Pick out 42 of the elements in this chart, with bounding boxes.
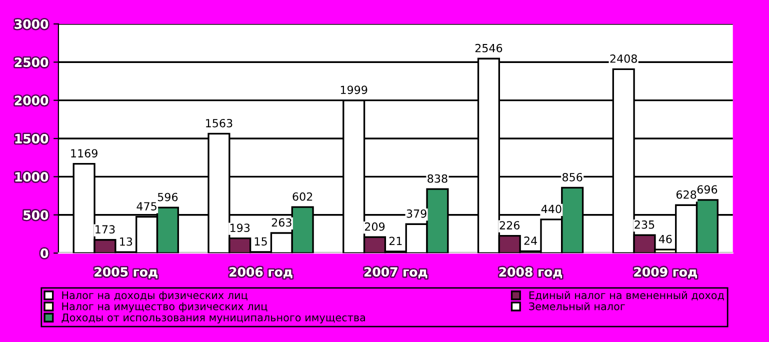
y-tick-label: 1000 bbox=[15, 172, 48, 182]
data-label: 856 bbox=[562, 172, 582, 182]
y-tick-label: 500 bbox=[24, 210, 48, 220]
data-label: 21 bbox=[389, 236, 402, 245]
data-label: 475 bbox=[136, 202, 156, 210]
y-tick-label: 3000 bbox=[14, 19, 48, 29]
data-label: 173 bbox=[96, 225, 115, 234]
y-tick-label: 2000 bbox=[14, 96, 48, 106]
x-tick-label: 2006 год bbox=[230, 267, 292, 278]
y-tick-label: 0 bbox=[40, 248, 48, 258]
data-label: 46 bbox=[658, 234, 672, 244]
data-label: 1169 bbox=[71, 149, 98, 158]
data-label: 235 bbox=[634, 220, 654, 229]
x-tick-label: 2007 год bbox=[364, 267, 428, 278]
legend-label: Налог на доходы физических лиц bbox=[62, 291, 248, 302]
legend-label: Земельный налог bbox=[529, 302, 625, 310]
data-label: 263 bbox=[272, 218, 292, 227]
x-tick-label: 2005 год bbox=[94, 267, 158, 278]
data-label: 209 bbox=[364, 222, 385, 231]
data-label: 2546 bbox=[475, 44, 502, 52]
x-tick-label: 2009 год bbox=[634, 267, 697, 278]
legend-label: Доходы от использования муниципального имущества bbox=[62, 314, 365, 324]
x-tick-label: 2008 год bbox=[499, 267, 562, 278]
data-label: 838 bbox=[428, 174, 448, 183]
data-label: 2408 bbox=[610, 54, 637, 63]
data-label: 440 bbox=[541, 204, 562, 214]
data-label: 13 bbox=[120, 237, 132, 246]
data-label: 1563 bbox=[206, 118, 232, 128]
legend-label: Единый налог на вмененный доход bbox=[529, 291, 724, 300]
data-label: 602 bbox=[292, 192, 312, 201]
data-label: 628 bbox=[676, 190, 696, 199]
data-label: 226 bbox=[500, 221, 520, 230]
data-label: 193 bbox=[230, 224, 250, 232]
data-label: 1999 bbox=[340, 86, 368, 94]
legend-label: Налог на имущество физических лиц bbox=[62, 302, 268, 312]
data-label: 596 bbox=[158, 192, 178, 202]
data-label: 696 bbox=[697, 185, 718, 194]
y-tick-label: 2500 bbox=[14, 58, 48, 68]
data-label: 379 bbox=[406, 209, 426, 218]
data-label: 15 bbox=[254, 237, 267, 246]
data-label: 24 bbox=[524, 236, 537, 245]
y-tick-label: 1500 bbox=[15, 134, 48, 144]
